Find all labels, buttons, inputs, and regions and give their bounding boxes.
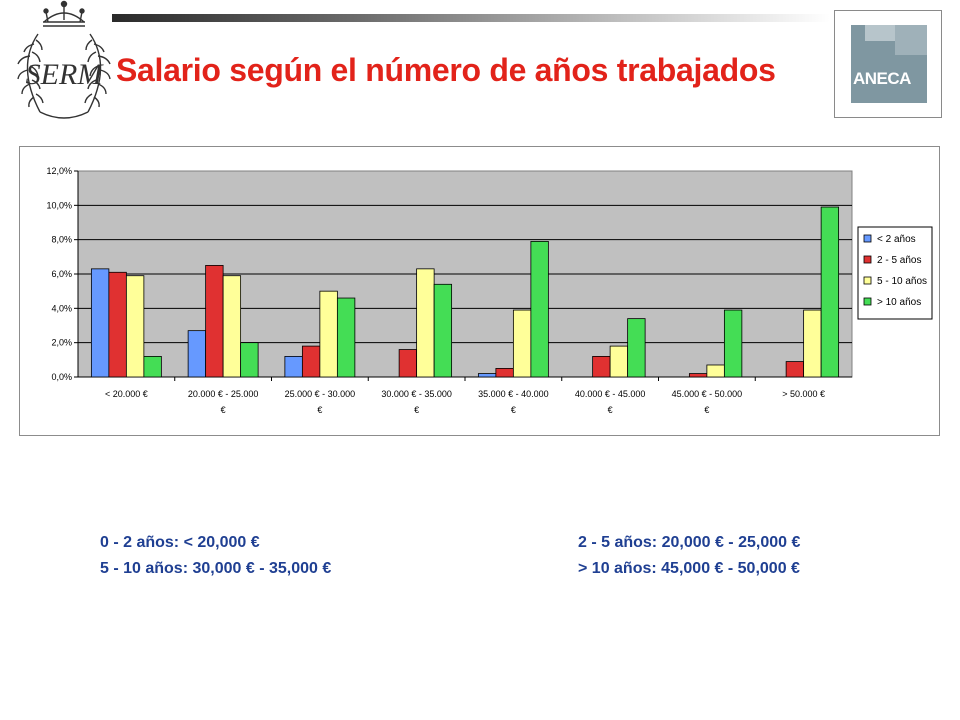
- x-tick-label: < 20.000 €: [105, 389, 148, 399]
- bar: [512, 309, 532, 378]
- bar: [205, 265, 224, 378]
- y-tick-label: 12,0%: [46, 166, 72, 176]
- legend-label: < 2 años: [877, 234, 916, 245]
- x-tick-label: 45.000 € - 50.000: [672, 389, 743, 399]
- y-tick-label: 4,0%: [51, 303, 72, 313]
- bar: [820, 206, 840, 378]
- x-tick-label: €: [414, 405, 419, 415]
- summary-item: > 10 años: 45,000 € - 50,000 €: [578, 560, 800, 577]
- bar: [90, 268, 110, 378]
- summary-item: 0 - 2 años: < 20,000 €: [100, 534, 260, 551]
- bar: [803, 309, 822, 378]
- bar: [723, 309, 743, 378]
- x-tick-label: 35.000 € - 40.000: [478, 389, 549, 399]
- bar: [125, 275, 145, 378]
- legend-label: 2 - 5 años: [877, 255, 921, 266]
- bar: [336, 297, 356, 378]
- bar: [495, 368, 514, 378]
- summary-item: 5 - 10 años: 30,000 € - 35,000 €: [100, 560, 332, 577]
- y-tick-label: 6,0%: [51, 269, 72, 279]
- bar: [433, 283, 453, 378]
- bar-chart: 0,0% 2,0% 4,0% 6,0% 8,0% 10,0% 12,0% < 20.000 €…: [46, 166, 933, 415]
- x-tick-label: 20.000 € - 25.000: [188, 389, 259, 399]
- logo-monogram: SERM: [26, 58, 105, 91]
- y-tick-label: 8,0%: [51, 235, 72, 245]
- x-tick-label: €: [704, 405, 709, 415]
- logo-notch: [895, 25, 927, 55]
- x-tick-label: €: [317, 405, 322, 415]
- bar: [785, 361, 805, 378]
- y-tick-label: 0,0%: [51, 372, 72, 382]
- legend-swatch: [863, 234, 872, 243]
- x-tick-label: 30.000 € - 35.000: [381, 389, 452, 399]
- bar: [143, 355, 162, 378]
- bar: [398, 349, 418, 378]
- legend-swatch: [863, 276, 872, 285]
- header-gradient-bar: [112, 14, 830, 22]
- bar: [284, 355, 303, 378]
- aneca-logo-icon: ANECA: [834, 10, 942, 118]
- bar: [240, 342, 259, 378]
- legend-label: > 10 años: [877, 297, 921, 308]
- bar: [477, 373, 497, 378]
- bar: [319, 290, 338, 378]
- bar: [108, 271, 127, 378]
- x-tick-label: €: [221, 405, 226, 415]
- bar: [222, 275, 242, 378]
- logo-wordmark: ANECA: [853, 69, 911, 88]
- bar: [688, 373, 708, 378]
- bar: [627, 318, 646, 378]
- bar: [301, 345, 321, 378]
- page-title: Salario según el número de años trabajad…: [116, 52, 776, 88]
- y-tick-label: 2,0%: [51, 338, 72, 348]
- bar: [530, 240, 549, 378]
- y-tick-label: 10,0%: [46, 200, 72, 210]
- legend-swatch: [863, 255, 872, 264]
- bar: [187, 330, 207, 378]
- x-tick-label: 40.000 € - 45.000: [575, 389, 646, 399]
- legend-swatch: [863, 297, 872, 306]
- summary-item: 2 - 5 años: 20,000 € - 25,000 €: [578, 534, 801, 551]
- bar: [609, 345, 629, 378]
- bar: [706, 364, 725, 378]
- x-tick-label: > 50.000 €: [782, 389, 825, 399]
- crown-wreath-seal-icon: SERM: [17, 0, 111, 119]
- chart-container: 0,0% 2,0% 4,0% 6,0% 8,0% 10,0% 12,0% < 20.000 €…: [19, 146, 940, 436]
- legend-label: 5 - 10 años: [877, 276, 927, 287]
- bar: [416, 268, 435, 378]
- logo-notch: [865, 25, 895, 41]
- x-tick-label: €: [608, 405, 613, 415]
- x-tick-label: €: [511, 405, 516, 415]
- bar: [592, 355, 611, 378]
- x-tick-label: 25.000 € - 30.000: [285, 389, 356, 399]
